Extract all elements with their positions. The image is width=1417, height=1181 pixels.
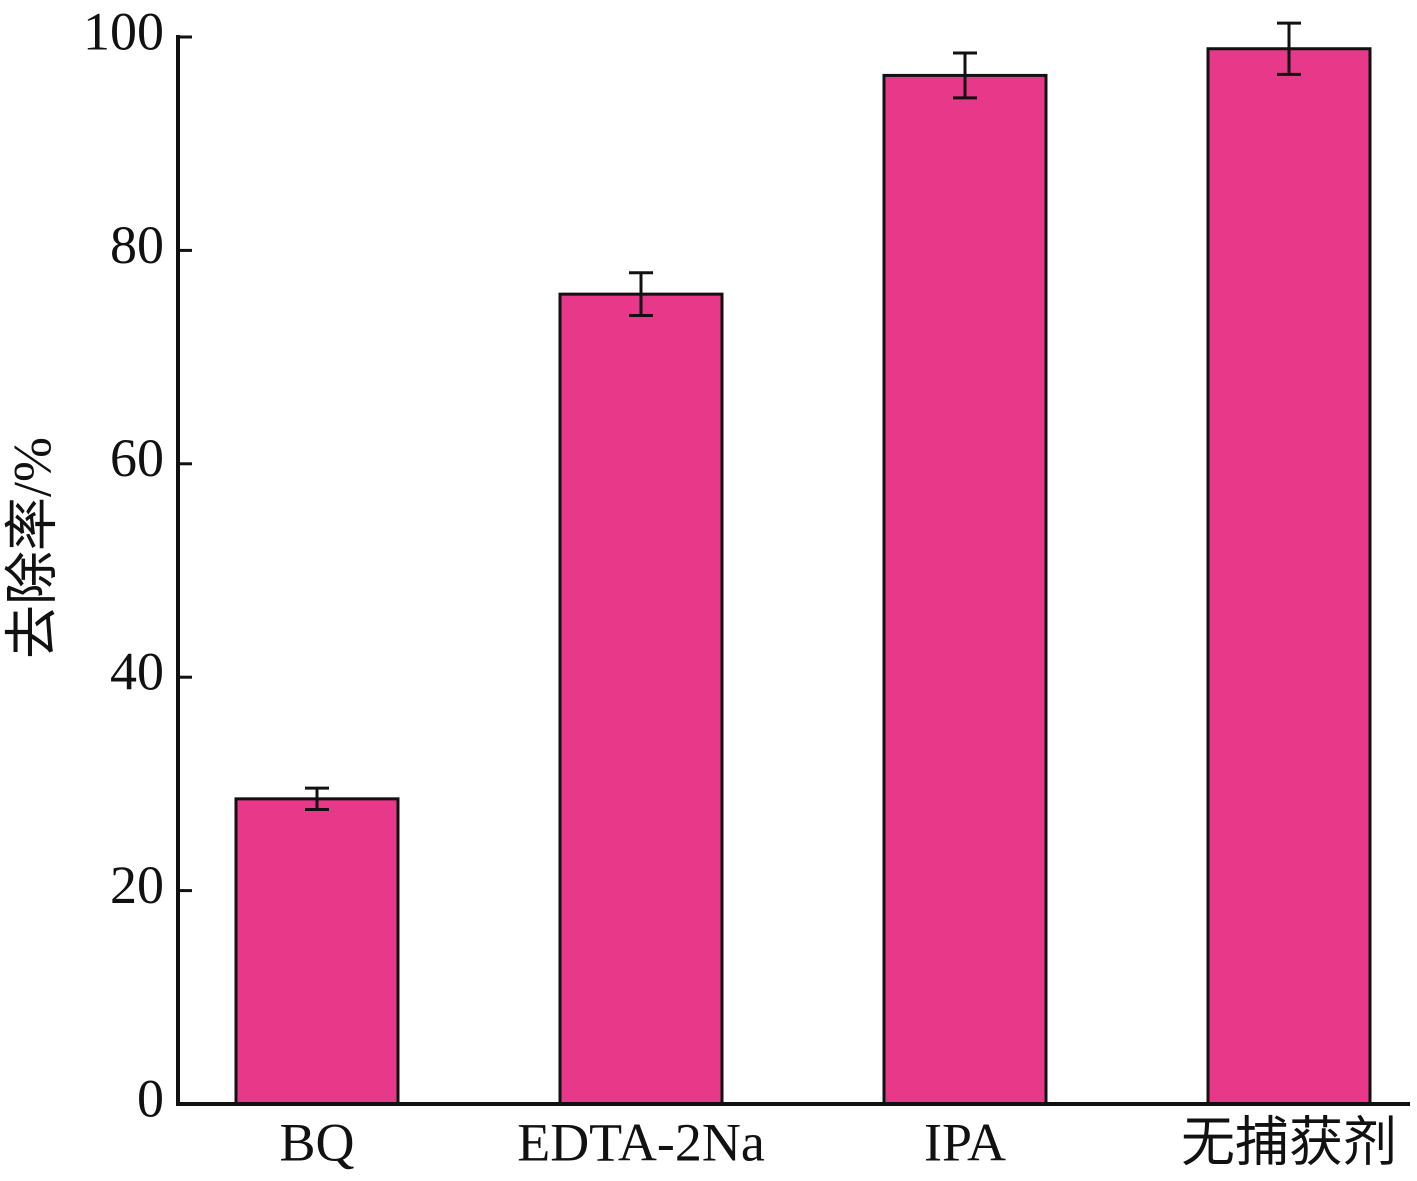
y-tick-label: 100 — [83, 1, 164, 61]
y-tick-label: 40 — [110, 642, 164, 702]
x-tick-label: IPA — [924, 1112, 1006, 1172]
y-tick-label: 20 — [110, 855, 164, 915]
y-tick-label: 0 — [137, 1068, 164, 1128]
error-bar — [305, 786, 329, 812]
y-axis-label: 去除率/% — [2, 437, 62, 659]
bar — [234, 797, 400, 1106]
bar — [558, 292, 724, 1106]
bar — [1206, 47, 1372, 1106]
error-bar — [1277, 21, 1301, 76]
bar — [882, 73, 1048, 1106]
x-tick-label: BQ — [279, 1112, 354, 1172]
y-tick-label: 80 — [110, 215, 164, 275]
error-bar — [953, 51, 977, 100]
x-tick-label: EDTA-2Na — [517, 1112, 765, 1172]
y-tick-label: 60 — [110, 428, 164, 488]
error-bar — [629, 271, 653, 317]
x-tick-label: 无捕获剂 — [1181, 1112, 1397, 1172]
